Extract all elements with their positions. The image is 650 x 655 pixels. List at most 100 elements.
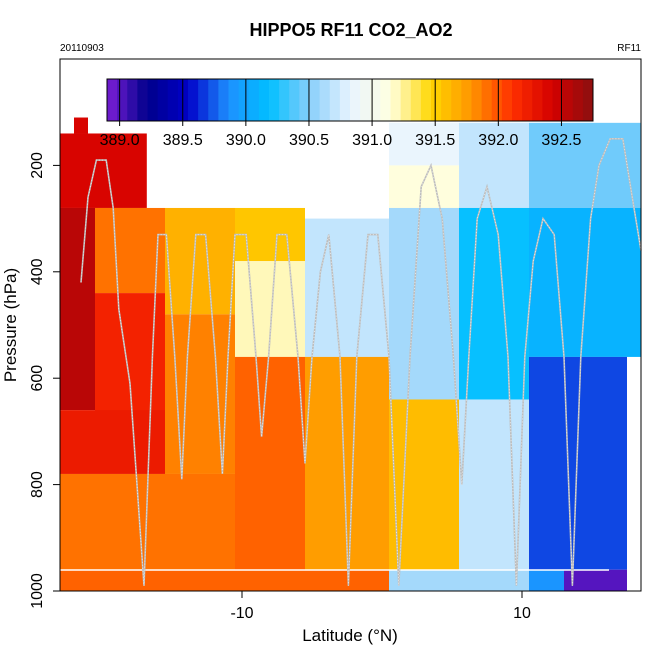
heatmap-cell — [459, 207, 529, 400]
colorbar-swatch — [117, 79, 128, 121]
colorbar-swatch — [228, 79, 240, 121]
x-tick-label: 10 — [513, 605, 531, 622]
heatmap-cell — [389, 399, 459, 570]
x-axis: -10 10 — [230, 591, 531, 622]
heatmap-cell — [74, 117, 88, 134]
colorbar-swatch — [157, 79, 169, 121]
y-axis-label: Pressure (hPa) — [1, 268, 20, 382]
colorbar-swatch — [248, 79, 260, 121]
flight-label: RF11 — [617, 43, 641, 54]
colorbar-swatch — [562, 79, 574, 121]
colorbar-tick-label: 392.0 — [478, 132, 518, 149]
heatmap-cell — [389, 165, 459, 208]
colorbar-swatch — [127, 79, 138, 121]
heatmap-cell — [529, 122, 641, 208]
heatmap-cell — [389, 122, 459, 166]
colorbar-swatch — [552, 79, 564, 121]
colorbar-swatch — [522, 79, 533, 121]
colorbar-swatch — [420, 79, 432, 121]
colorbar-tick-label: 389.0 — [100, 132, 140, 149]
colorbar-swatch — [481, 79, 493, 121]
colorbar-swatch — [451, 79, 462, 121]
heatmap-cell — [529, 569, 564, 591]
colorbar-swatch — [380, 79, 391, 121]
x-axis-label: Latitude (°N) — [302, 626, 398, 645]
colorbar-gradient — [107, 79, 594, 121]
colorbar-swatch — [289, 79, 300, 121]
colorbar-swatch — [218, 79, 229, 121]
colorbar-tick-label: 389.5 — [163, 132, 203, 149]
colorbar-swatch — [572, 79, 584, 121]
colorbar-swatch — [258, 79, 270, 121]
colorbar-swatch — [471, 79, 483, 121]
flight-track — [80, 138, 642, 586]
colorbar-swatch — [582, 79, 594, 121]
y-tick-label: 800 — [29, 471, 46, 498]
colorbar-swatch — [532, 79, 543, 121]
colorbar-swatch — [208, 79, 219, 121]
colorbar-swatch — [441, 79, 452, 121]
colorbar-tick-label: 391.0 — [352, 132, 392, 149]
colorbar-tick-label: 392.5 — [541, 132, 581, 149]
colorbar-tick-label: 390.5 — [289, 132, 329, 149]
colorbar-swatch — [360, 79, 371, 121]
heatmap-cell — [60, 207, 95, 411]
colorbar-swatch — [370, 79, 381, 121]
colorbar-swatch — [147, 79, 159, 121]
colorbar-frame — [106, 78, 594, 122]
heatmap-cell — [389, 569, 529, 591]
chart-title: HIPPO5 RF11 CO2_AO2 — [249, 20, 452, 40]
heatmap-cell — [459, 122, 529, 208]
colorbar-swatch — [329, 79, 341, 121]
colorbar-tick-label: 391.5 — [415, 132, 455, 149]
colorbar-swatch — [238, 79, 250, 121]
heatmap-cell — [60, 410, 165, 474]
heatmap-cell — [165, 207, 235, 315]
colorbar-swatch — [400, 79, 412, 121]
y-axis: 200 400 600 800 1000 — [29, 152, 60, 609]
colorbar-swatch — [512, 79, 523, 121]
x-tick-label: -10 — [230, 605, 253, 622]
colorbar-swatch — [137, 79, 148, 121]
heatmap-cell — [60, 133, 147, 208]
heatmap-cell — [60, 569, 389, 591]
plot-frame — [59, 58, 642, 592]
colorbar-swatch — [279, 79, 290, 121]
colorbar-swatch — [269, 79, 280, 121]
heatmap-cell — [529, 207, 641, 357]
colorbar-swatch — [309, 79, 321, 121]
heatmap-cell — [165, 314, 235, 474]
colorbar-swatch — [339, 79, 351, 121]
colorbar-swatch — [501, 79, 513, 121]
colorbar-tick-label: 390.0 — [226, 132, 266, 149]
heatmap-cells — [60, 117, 641, 591]
colorbar-swatch — [491, 79, 503, 121]
y-tick-label: 1000 — [29, 573, 46, 609]
heatmap-cell — [95, 207, 165, 294]
colorbar-swatch — [198, 79, 209, 121]
y-tick-label: 400 — [29, 258, 46, 285]
colorbar-swatch — [431, 79, 442, 121]
y-tick-label: 600 — [29, 365, 46, 392]
colorbar-swatch — [188, 79, 199, 121]
heatmap-cell — [235, 356, 305, 570]
y-tick-label: 200 — [29, 152, 46, 179]
heatmap-cell — [95, 293, 165, 421]
colorbar-swatch — [542, 79, 553, 121]
heatmap-cell — [305, 218, 389, 357]
heatmap-cell — [564, 569, 627, 591]
colorbar: 389.0 389.5 390.0 390.5 391.0 391.5 392.0 392.5 — [100, 78, 594, 149]
colorbar-swatch — [167, 79, 179, 121]
colorbar-ticks: 389.0 389.5 390.0 390.5 391.0 391.5 392.0 392.5 — [100, 79, 582, 149]
colorbar-swatch — [350, 79, 361, 121]
heatmap-cell — [529, 356, 627, 570]
colorbar-swatch — [461, 79, 472, 121]
colorbar-swatch — [107, 79, 118, 121]
colorbar-swatch — [390, 79, 402, 121]
heatmap-cell — [389, 207, 459, 400]
flight-track-line — [80, 138, 642, 586]
date-label: 20110903 — [60, 43, 104, 54]
colorbar-swatch — [299, 79, 310, 121]
colorbar-swatch — [319, 79, 331, 121]
